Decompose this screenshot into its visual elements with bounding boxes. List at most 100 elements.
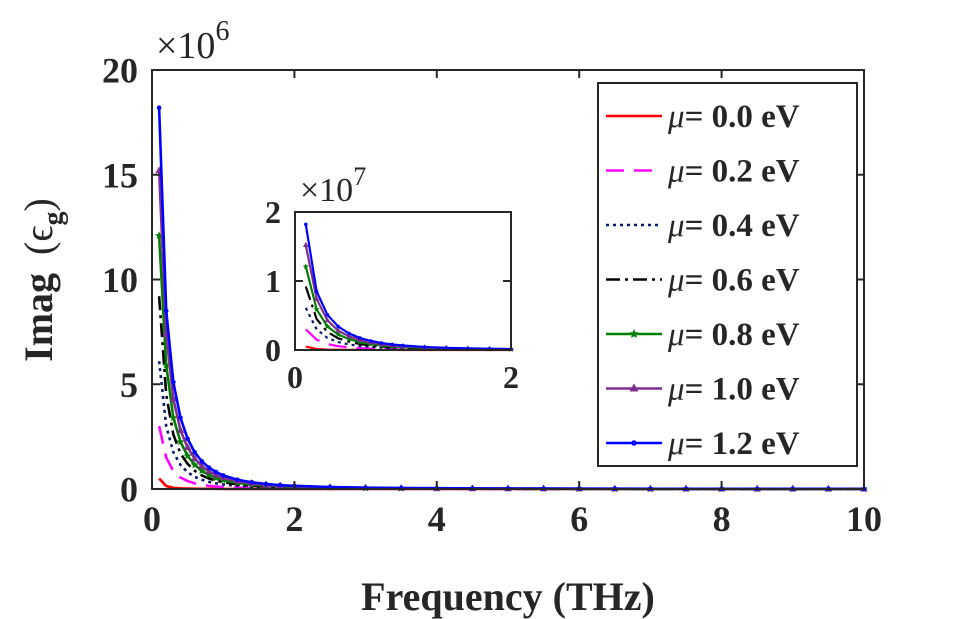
data-point-star xyxy=(169,413,178,422)
legend-label-prefix: μ xyxy=(667,263,685,299)
legend-label-1: μ= 0.2 eV xyxy=(667,154,800,190)
data-point-triangle xyxy=(205,467,213,474)
data-point-star xyxy=(204,470,213,479)
legend-label-5: μ= 1.0 eV xyxy=(667,372,800,408)
data-point-dot xyxy=(263,481,269,487)
data-point-star xyxy=(190,460,199,469)
data-point-dot xyxy=(314,289,319,294)
data-point-dot xyxy=(631,440,637,446)
data-point-triangle xyxy=(176,426,185,433)
inset-exponent-power: 7 xyxy=(353,162,366,191)
data-point-dot xyxy=(390,342,394,347)
data-point-dot xyxy=(401,343,405,348)
y-tick-label: 20 xyxy=(102,51,138,91)
x-tick-label: 6 xyxy=(570,499,588,539)
y-exponent-base: ×10 xyxy=(156,25,215,67)
data-point-star xyxy=(176,437,185,446)
data-point-dot xyxy=(277,482,283,488)
inset-y-tick-label: 0 xyxy=(265,332,281,368)
data-point-star xyxy=(345,335,353,342)
legend-label-value: = 1.2 eV xyxy=(685,426,800,462)
y-exponent-label: ×106 xyxy=(156,16,229,67)
inset-series-line-3 xyxy=(304,286,512,351)
legend-label-prefix: μ xyxy=(667,99,685,135)
inset-x-tick-label: 2 xyxy=(503,359,519,395)
legend-label-prefix: μ xyxy=(667,426,685,462)
legend-label-value: = 0.4 eV xyxy=(685,208,800,244)
legend-label-prefix: μ xyxy=(667,154,685,190)
data-point-dot xyxy=(304,222,308,227)
legend-label-value: = 0.2 eV xyxy=(685,154,800,190)
inset-series-line-2 xyxy=(304,307,512,351)
data-point-dot xyxy=(347,331,351,336)
data-point-dot xyxy=(249,479,254,485)
inset-y-tick-label: 2 xyxy=(265,194,281,230)
legend-label-value: = 0.0 eV xyxy=(685,99,800,135)
legend-label-prefix: μ xyxy=(667,372,685,408)
data-point-dot xyxy=(325,313,330,317)
data-point-dot xyxy=(178,415,183,421)
legend-label-prefix: μ xyxy=(667,317,685,353)
data-point-triangle xyxy=(190,454,199,462)
data-point-dot xyxy=(163,308,169,314)
inset-series-line-1 xyxy=(305,328,512,351)
data-point-triangle xyxy=(183,443,192,451)
x-tick-label: 0 xyxy=(143,499,161,539)
data-point-triangle xyxy=(169,394,178,402)
data-point-dot xyxy=(220,473,226,478)
x-axis-label: Frequency (THz) xyxy=(361,574,655,619)
y-axis-label-close: ) xyxy=(16,198,61,211)
data-point-dot xyxy=(213,469,219,475)
y-axis-label: Imag (ϵg) xyxy=(16,198,69,362)
data-point-dot xyxy=(199,459,205,464)
data-point-dot xyxy=(422,345,427,349)
x-tick-label: 2 xyxy=(285,499,303,539)
legend-label-4: μ= 0.8 eV xyxy=(667,317,800,353)
legend-label-value: = 0.8 eV xyxy=(685,317,800,353)
legend-label-2: μ= 0.4 eV xyxy=(667,208,800,244)
data-point-star xyxy=(629,329,639,339)
y-tick-label: 10 xyxy=(102,260,138,300)
data-point-dot xyxy=(336,324,340,329)
data-point-dot xyxy=(185,436,190,442)
data-point-dot xyxy=(368,339,373,343)
legend-label-6: μ= 1.2 eV xyxy=(667,426,800,462)
inset-ticks-group: 0 2 0 1 2 xyxy=(265,194,519,395)
data-point-triangle xyxy=(198,461,206,469)
legend-label-prefix: μ xyxy=(667,208,685,244)
inset-exponent-base: ×10 xyxy=(300,172,353,209)
y-exponent-power: 6 xyxy=(215,16,229,47)
data-point-star xyxy=(162,361,171,369)
y-tick-label: 15 xyxy=(102,155,138,195)
data-point-dot xyxy=(192,450,198,455)
data-point-triangle xyxy=(324,317,331,323)
data-point-star xyxy=(212,473,221,482)
y-axis-label-main: Imag xyxy=(16,273,61,362)
data-point-star xyxy=(313,306,320,312)
y-axis-label-text: Imag (ϵg) xyxy=(16,198,69,362)
legend-label-3: μ= 0.6 eV xyxy=(667,263,800,299)
legend-label-value: = 0.6 eV xyxy=(685,263,800,299)
y-tick-label: 5 xyxy=(120,365,138,405)
data-point-triangle xyxy=(313,295,320,301)
y-axis-label-symbol: (ϵ xyxy=(16,225,61,255)
x-tick-label: 10 xyxy=(846,499,882,539)
data-point-triangle xyxy=(302,241,309,248)
legend-label-0: μ= 0.0 eV xyxy=(667,99,800,135)
data-point-dot xyxy=(444,346,448,350)
x-tick-label: 4 xyxy=(428,499,446,539)
data-point-star xyxy=(324,323,331,330)
y-axis-label-subscript: g xyxy=(38,211,69,225)
data-point-star xyxy=(183,451,192,460)
legend: μ= 0.0 eVμ= 0.2 eVμ= 0.4 eVμ= 0.6 eVμ= 0… xyxy=(606,99,800,462)
data-point-star xyxy=(335,331,342,338)
data-point-dot xyxy=(379,341,384,345)
legend-label-value: = 1.0 eV xyxy=(685,372,800,408)
data-point-dot xyxy=(235,477,240,483)
y-tick-label: 0 xyxy=(120,470,138,510)
data-point-triangle xyxy=(346,333,352,339)
data-point-star xyxy=(197,466,206,475)
data-point-dot xyxy=(358,336,362,340)
